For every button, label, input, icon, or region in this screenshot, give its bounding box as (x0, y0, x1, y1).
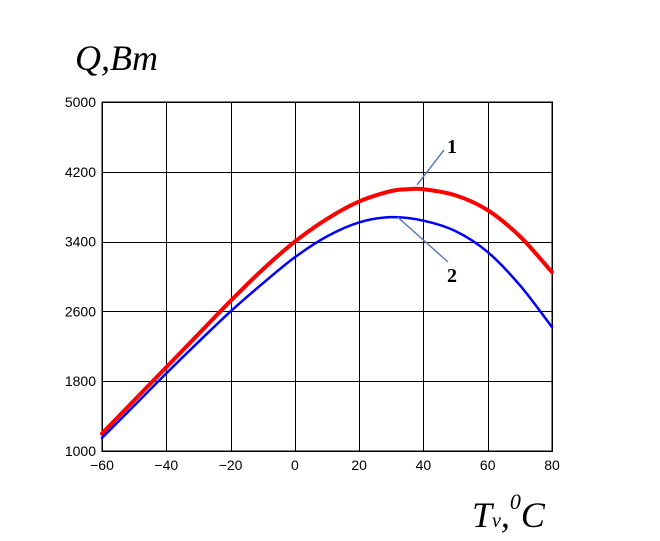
x-axis-title-sep: , (501, 495, 510, 535)
tick-labels: −60 −40 −20 0 20 40 60 80 1000 1800 2600 3400 4200 50… (65, 94, 560, 473)
y-tick-label: 1000 (65, 443, 96, 459)
series-line-2 (100, 215, 554, 440)
x-axis-title-sup: 0 (510, 489, 521, 514)
x-tick-label: −40 (154, 457, 178, 473)
series-layer (100, 186, 554, 440)
curve-labels: 12 (397, 136, 457, 287)
x-tick-label: 60 (480, 457, 496, 473)
x-axis-title: Tv,0C (472, 489, 546, 535)
x-tick-label: 20 (351, 457, 367, 473)
x-tick-label: 40 (416, 457, 432, 473)
series-line-1 (100, 186, 554, 436)
plot-frame (101, 101, 553, 452)
x-axis-title-main: T (472, 495, 495, 535)
y-axis-title: Q,Bm (75, 38, 158, 78)
x-tick-label: −20 (219, 457, 243, 473)
leader-line-1 (416, 149, 445, 186)
y-tick-label: 3400 (65, 234, 96, 250)
curve-label-2: 2 (447, 265, 457, 287)
x-axis-title-unit: C (521, 495, 546, 535)
leader-line-2 (397, 216, 449, 263)
grid (102, 102, 553, 452)
curve-label-1: 1 (447, 136, 457, 158)
y-tick-label: 5000 (65, 94, 96, 110)
x-tick-label: −60 (90, 457, 114, 473)
y-tick-label: 2600 (65, 303, 96, 319)
y-tick-label: 4200 (65, 164, 96, 180)
x-tick-label: 80 (544, 457, 560, 473)
x-tick-label: 0 (291, 457, 299, 473)
x-axis-title-sub: v (492, 510, 501, 532)
y-tick-label: 1800 (65, 373, 96, 389)
